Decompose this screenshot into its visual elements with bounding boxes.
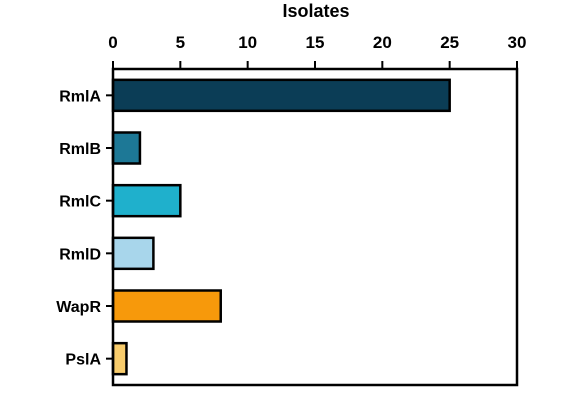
x-tick-label: 0 (108, 33, 117, 52)
bar-psla (111, 341, 128, 376)
bar-rmlc (111, 183, 182, 218)
category-label-rmlc: RmlC (59, 194, 101, 211)
bar-wapr (111, 289, 222, 323)
category-label-psla: PslA (65, 352, 101, 369)
x-tick-label: 15 (306, 33, 325, 52)
category-axis: RmlA RmlB RmlC RmlD WapR PslA (56, 88, 113, 369)
bar-rmld (111, 236, 155, 271)
x-tick-label: 10 (238, 33, 257, 52)
x-tick-label: 20 (373, 33, 392, 52)
x-tick-label: 25 (440, 33, 459, 52)
x-tick-label: 30 (508, 33, 527, 52)
plot-frame (111, 67, 519, 387)
x-axis-ticks: 0 5 10 15 20 25 30 (108, 33, 526, 69)
bars (111, 78, 451, 376)
category-label-rmla: RmlA (59, 88, 101, 105)
category-label-rmld: RmlD (59, 246, 101, 263)
x-axis-title: Isolates (282, 1, 349, 21)
category-label-rmlb: RmlB (59, 141, 101, 158)
x-tick-label: 5 (176, 33, 185, 52)
bar-rmlb (111, 131, 142, 165)
category-label-wapr: WapR (56, 299, 101, 316)
bar-rmla (111, 78, 451, 113)
